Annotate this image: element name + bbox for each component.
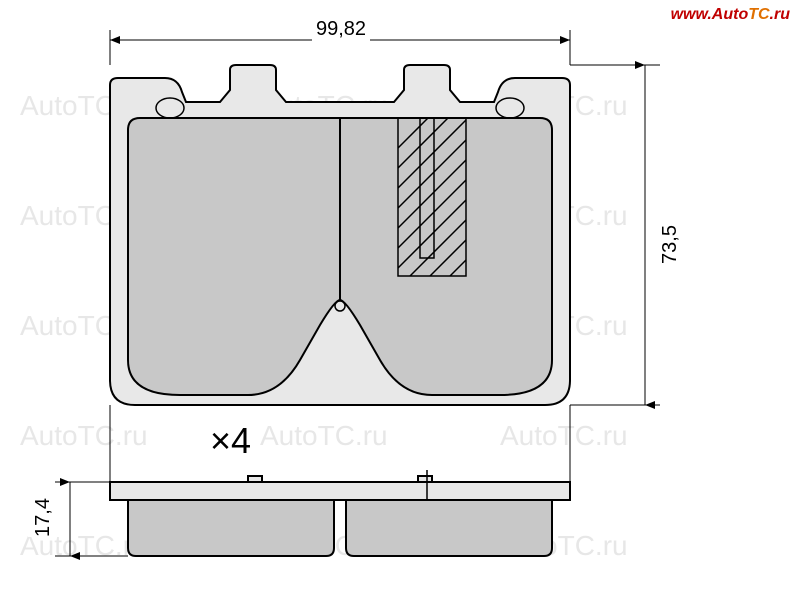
mounting-hole-left [156, 98, 184, 118]
side-pad-right [346, 500, 552, 556]
mounting-hole-right [496, 98, 524, 118]
dim-height-label: 73,5 [655, 225, 686, 264]
drawing-canvas: AutoTC.ruAutoTC.ruAutoTC.ruAutoTC.ruAuto… [0, 0, 800, 600]
dim-width-label: 99,82 [312, 18, 370, 41]
technical-drawing-svg [0, 0, 800, 600]
quantity-label: ×4 [210, 420, 251, 462]
side-backing [110, 482, 570, 500]
side-notch-1 [248, 476, 262, 482]
dim-thickness-label: 17,4 [28, 498, 59, 537]
side-pad-left [128, 500, 334, 556]
side-notch-2 [418, 476, 432, 482]
